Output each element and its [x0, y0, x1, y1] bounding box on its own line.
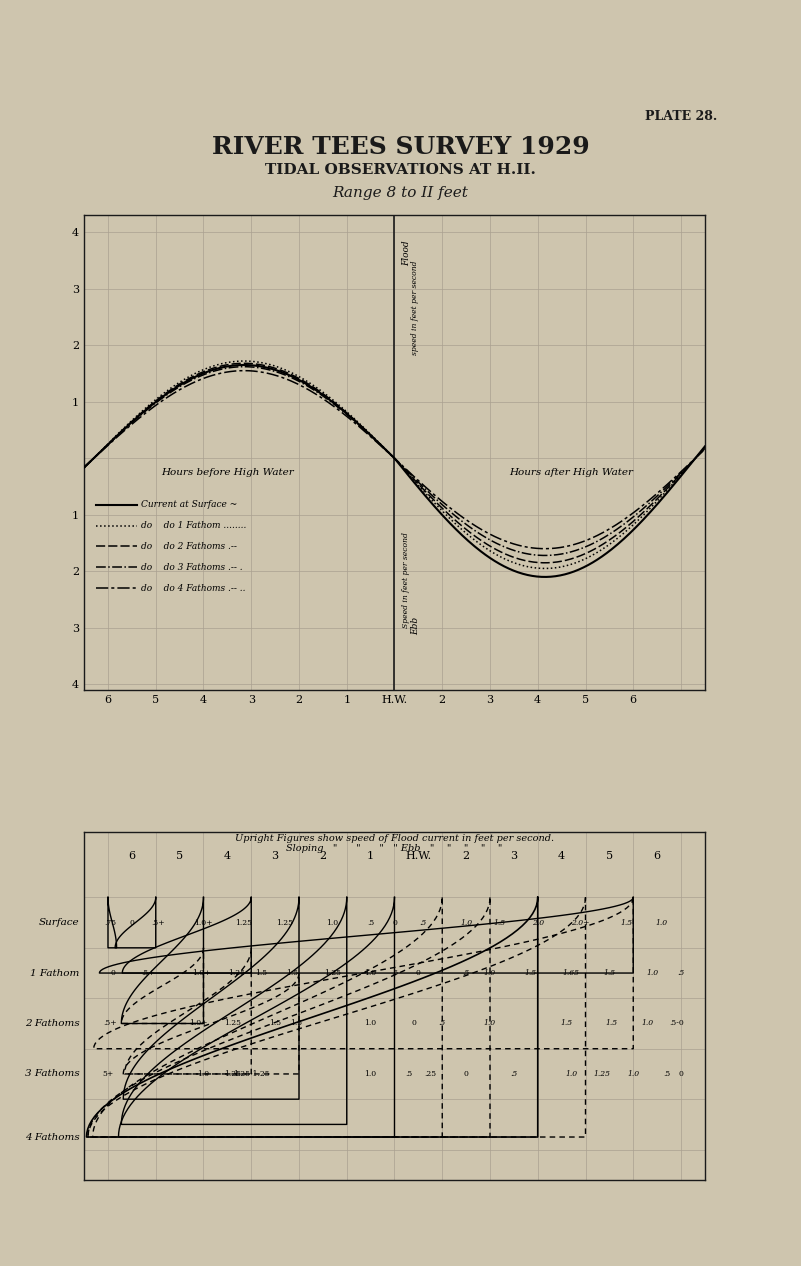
Text: Hours before High Water: Hours before High Water [161, 468, 294, 477]
Text: 5: 5 [606, 851, 613, 861]
Text: 1.0: 1.0 [197, 1070, 210, 1077]
Text: .25: .25 [425, 1070, 437, 1077]
Text: Current at Surface ~: Current at Surface ~ [142, 500, 238, 509]
Text: 1.0: 1.0 [627, 1070, 639, 1077]
Text: 1.5: 1.5 [525, 968, 537, 977]
Text: 1.25: 1.25 [228, 968, 245, 977]
Text: .5: .5 [678, 968, 685, 977]
Text: 1.0: 1.0 [484, 1019, 496, 1028]
Text: .5: .5 [439, 1019, 446, 1028]
Text: 1.5: 1.5 [493, 919, 505, 927]
Text: .5-0: .5-0 [669, 1019, 683, 1028]
Text: 6: 6 [654, 851, 661, 861]
Text: 1.0+: 1.0+ [194, 919, 213, 927]
Text: 2: 2 [320, 851, 327, 861]
Text: .5+: .5+ [142, 968, 155, 977]
Text: Speed in feet per second: Speed in feet per second [401, 532, 409, 628]
Text: 1: 1 [367, 851, 374, 861]
Text: 1.25-1.25: 1.25-1.25 [233, 1070, 270, 1077]
Text: 4 Fathoms: 4 Fathoms [25, 1133, 79, 1142]
Text: do    do 2 Fathoms .--: do do 2 Fathoms .-- [142, 542, 237, 551]
Text: 0: 0 [411, 1019, 416, 1028]
Text: 1 Fathom: 1 Fathom [30, 968, 79, 977]
Text: 1.0: 1.0 [656, 919, 668, 927]
Text: .5: .5 [420, 919, 427, 927]
Text: 0: 0 [111, 968, 115, 977]
Text: 1.5: 1.5 [269, 1019, 281, 1028]
Text: 2: 2 [462, 851, 469, 861]
Text: 1.0: 1.0 [460, 919, 472, 927]
Text: Flood: Flood [401, 241, 411, 266]
Text: 5: 5 [176, 851, 183, 861]
Text: 1.0: 1.0 [364, 1019, 376, 1028]
Text: 1.5: 1.5 [620, 919, 632, 927]
Text: TIDAL OBSERVATIONS AT H.II.: TIDAL OBSERVATIONS AT H.II. [265, 163, 536, 177]
Text: Sloping   "      "      "   " Ebb   "    "    "    "    ": Sloping " " " " Ebb " " " " " [286, 844, 503, 853]
Text: 3 Fathoms: 3 Fathoms [25, 1070, 79, 1079]
Text: 2.0+: 2.0+ [571, 919, 590, 927]
Text: 2 Fathoms: 2 Fathoms [25, 1019, 79, 1028]
Text: 1.25: 1.25 [276, 919, 293, 927]
Text: .5: .5 [510, 1070, 517, 1077]
Text: RIVER TEES SURVEY 1929: RIVER TEES SURVEY 1929 [211, 135, 590, 160]
Text: 1.5: 1.5 [291, 1019, 303, 1028]
Text: Ebb: Ebb [411, 617, 421, 634]
Text: 4: 4 [558, 851, 566, 861]
Text: .5+: .5+ [151, 919, 165, 927]
Text: Hours after High Water: Hours after High Water [509, 468, 633, 477]
Text: 0: 0 [416, 968, 421, 977]
Text: 1.5: 1.5 [255, 968, 267, 977]
Text: .5: .5 [391, 968, 398, 977]
Text: 3: 3 [510, 851, 517, 861]
Text: H.W.: H.W. [405, 851, 432, 861]
Text: 5+: 5+ [103, 1070, 114, 1077]
Text: 6: 6 [128, 851, 135, 861]
Text: 3: 3 [272, 851, 279, 861]
Text: 0: 0 [464, 1070, 469, 1077]
Text: 1.0: 1.0 [364, 1070, 376, 1077]
Text: 1.5: 1.5 [603, 968, 615, 977]
Text: 1.0: 1.0 [326, 919, 339, 927]
Text: 1.25: 1.25 [235, 919, 252, 927]
Text: 0: 0 [130, 919, 135, 927]
Text: 1.25: 1.25 [324, 968, 341, 977]
Text: 1.25: 1.25 [223, 1019, 240, 1028]
Text: .5+: .5+ [103, 1019, 117, 1028]
Text: 1.5: 1.5 [561, 1019, 573, 1028]
Text: Upright Figures show speed of Flood current in feet per second.: Upright Figures show speed of Flood curr… [235, 834, 554, 843]
Text: 2.0: 2.0 [532, 919, 544, 927]
Text: 1.5: 1.5 [286, 968, 298, 977]
Text: 1.25: 1.25 [594, 1070, 610, 1077]
Text: Surface: Surface [38, 918, 79, 927]
Text: speed in feet per second: speed in feet per second [411, 261, 419, 354]
Text: .5: .5 [462, 968, 469, 977]
Text: .5: .5 [367, 919, 374, 927]
Text: 1.0+: 1.0+ [192, 968, 211, 977]
Text: 0: 0 [678, 1070, 683, 1077]
Text: Range 8 to II feet: Range 8 to II feet [332, 186, 469, 200]
Text: do    do 3 Fathoms .-- .: do do 3 Fathoms .-- . [142, 563, 243, 572]
Text: 4: 4 [223, 851, 231, 861]
Text: do    do 1 Fathom ........: do do 1 Fathom ........ [142, 522, 247, 530]
Text: 1.0: 1.0 [364, 968, 376, 977]
Text: 1.5: 1.5 [606, 1019, 618, 1028]
Text: .5: .5 [663, 1070, 670, 1077]
Text: 1.25: 1.25 [223, 1070, 240, 1077]
Text: 1.0+: 1.0+ [190, 1019, 208, 1028]
Text: PLATE 28.: PLATE 28. [645, 110, 717, 123]
Text: 1.0: 1.0 [484, 968, 496, 977]
Text: 1.0: 1.0 [566, 1070, 578, 1077]
Text: .5: .5 [405, 1070, 413, 1077]
Text: .75: .75 [104, 919, 116, 927]
Text: 1.0: 1.0 [642, 1019, 654, 1028]
Text: 1.0: 1.0 [646, 968, 658, 977]
Text: 0: 0 [392, 919, 397, 927]
Text: do    do 4 Fathoms .-- ..: do do 4 Fathoms .-- .. [142, 584, 246, 592]
Text: 1.65: 1.65 [562, 968, 580, 977]
